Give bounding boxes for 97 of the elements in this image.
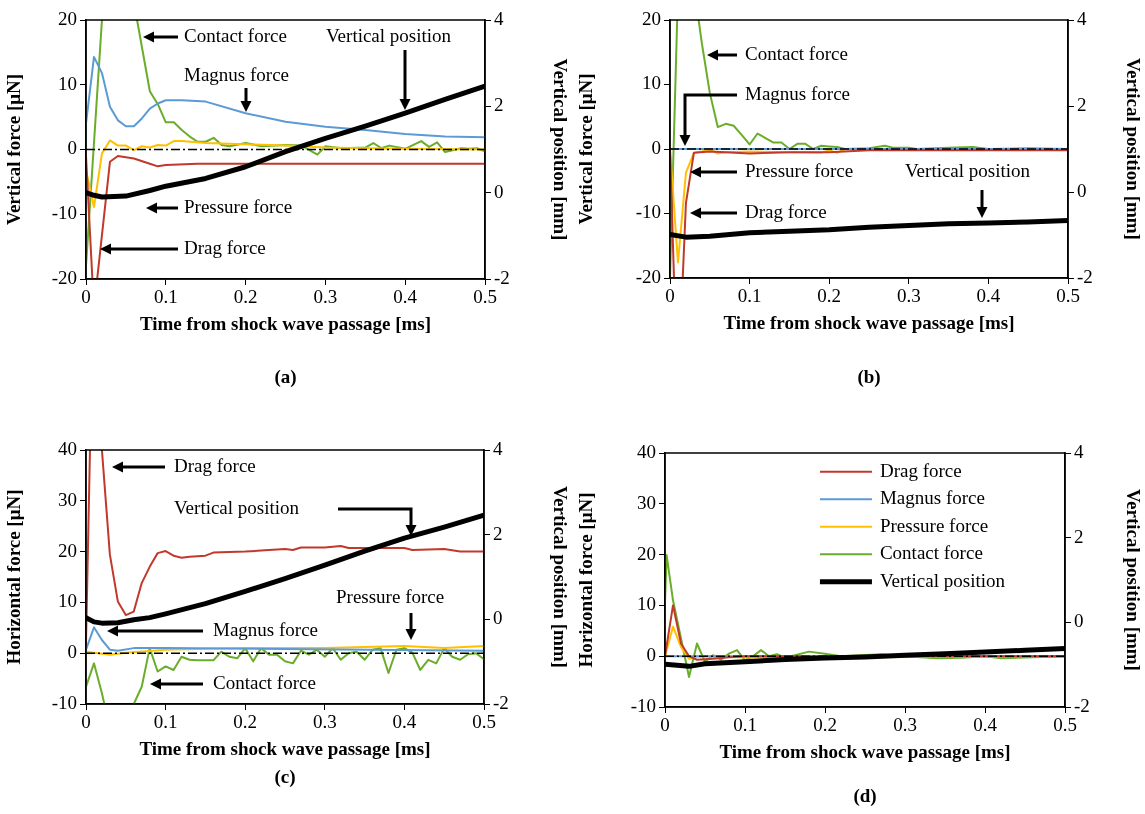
y-axis-title: Vertical force [μN]: [575, 73, 597, 225]
y2-tick-label: -2: [1074, 694, 1090, 716]
y2-axis-title: Vertical position [mm]: [549, 486, 571, 668]
x-axis-title: Time from shock wave passage [ms]: [723, 311, 1015, 333]
annotation: Vertical position: [326, 24, 452, 46]
legend-label: Contact force: [879, 542, 983, 564]
annotation: Pressure force: [745, 159, 854, 181]
y-tick-label: -20: [635, 265, 661, 287]
y-tick-label: 20: [642, 7, 661, 29]
x-tick-label: 0.4: [973, 714, 998, 736]
y-tick-label: 20: [58, 539, 77, 561]
x-tick-label: 0.1: [153, 711, 178, 733]
annotation: Magnus force: [184, 63, 289, 85]
x-tick-label: 0.2: [817, 285, 842, 307]
y-tick-label: 10: [58, 72, 77, 94]
legend-label: Vertical position: [879, 569, 1006, 591]
legend-label: Pressure force: [879, 514, 989, 536]
x-tick-label: 0.1: [733, 714, 757, 736]
x-tick-label: 0.3: [893, 714, 917, 736]
y-tick-label: -20: [51, 266, 77, 288]
y2-tick-label: 4: [493, 437, 503, 459]
y2-tick-label: -2: [1077, 265, 1093, 287]
y-tick-label: 20: [58, 7, 77, 29]
y2-tick-label: 0: [493, 607, 503, 629]
x-tick-label: 0.3: [312, 711, 337, 733]
y2-axis-title: Vertical position [mm]: [1122, 58, 1144, 240]
x-tick-label: 0.2: [813, 714, 837, 736]
y2-tick-label: -2: [494, 266, 510, 288]
y-axis-title: Horizontal force [μN]: [3, 489, 25, 665]
y-tick-label: 0: [67, 137, 77, 159]
x-tick-label: 0.5: [1056, 285, 1080, 307]
y-tick-label: -10: [51, 691, 77, 713]
annotation: Drag force: [184, 236, 266, 258]
y-tick-label: 20: [637, 542, 656, 564]
text: (a): [274, 365, 297, 388]
annotation: Vertical position: [905, 159, 1031, 181]
text: (b): [857, 365, 881, 388]
y-tick-label: 0: [646, 644, 656, 666]
x-tick-label: 0: [81, 711, 91, 733]
x-tick-label: 0.4: [393, 286, 418, 308]
x-axis-title: Time from shock wave passage [ms]: [139, 737, 431, 759]
y-tick-label: 10: [642, 72, 661, 94]
x-tick-label: 0.3: [896, 285, 921, 307]
y2-axis-title: Vertical position [mm]: [1122, 489, 1144, 671]
legend-label: Magnus force: [879, 487, 985, 509]
x-tick-label: 0.5: [472, 711, 496, 733]
y-tick-label: 30: [637, 491, 656, 513]
text: (c): [274, 765, 296, 788]
y2-axis-title: Vertical position [mm]: [549, 58, 571, 241]
annotation: Pressure force: [336, 585, 445, 607]
annotation: Contact force: [745, 42, 848, 64]
annotation: Drag force: [745, 200, 827, 222]
x-tick-label: 0.1: [153, 286, 178, 308]
x-tick-label: 0: [665, 285, 675, 307]
y2-tick-label: 0: [494, 180, 504, 202]
x-tick-label: 0.2: [233, 711, 258, 733]
x-tick-label: 0.3: [313, 286, 338, 308]
annotation: Drag force: [174, 454, 256, 476]
x-axis-title: Time from shock wave passage [ms]: [719, 740, 1011, 762]
x-tick-label: 0.1: [737, 285, 762, 307]
x-tick-label: 0.4: [976, 285, 1001, 307]
y2-tick-label: 2: [1074, 525, 1084, 547]
y-tick-label: 40: [637, 440, 656, 462]
text: (d): [853, 784, 877, 807]
y2-tick-label: 2: [493, 522, 503, 544]
x-tick-label: 0.5: [473, 286, 497, 308]
y2-tick-label: 2: [494, 94, 504, 116]
y-tick-label: -10: [630, 694, 656, 716]
y-tick-label: 30: [58, 488, 77, 510]
annotation: Vertical position: [174, 496, 300, 518]
y-tick-label: 40: [58, 437, 77, 459]
legend-label: Drag force: [879, 459, 962, 481]
y-tick-label: 10: [637, 593, 656, 615]
annotation: Contact force: [184, 24, 287, 46]
y-tick-label: -10: [635, 201, 661, 223]
y2-tick-label: -2: [493, 691, 509, 713]
annotation: Magnus force: [745, 82, 850, 104]
y2-tick-label: 4: [494, 7, 504, 29]
y2-tick-label: 2: [1077, 93, 1087, 115]
y-axis-title: Vertical force [μN]: [3, 73, 25, 226]
y-tick-label: 0: [67, 641, 77, 663]
y-axis-title: Horizontal force [μN]: [575, 492, 597, 668]
annotation: Pressure force: [184, 195, 293, 217]
y2-tick-label: 0: [1074, 610, 1084, 632]
y2-tick-label: 0: [1077, 179, 1087, 201]
y2-tick-label: 4: [1077, 7, 1087, 29]
x-tick-label: 0.4: [392, 711, 417, 733]
y-tick-label: 0: [651, 136, 661, 158]
y-tick-label: 10: [58, 590, 77, 612]
x-tick-label: 0.5: [1053, 714, 1077, 736]
annotation: Contact force: [213, 671, 316, 693]
y-tick-label: -10: [51, 202, 77, 224]
x-tick-label: 0.2: [233, 286, 258, 308]
annotation: Magnus force: [213, 618, 318, 640]
y2-tick-label: 4: [1074, 440, 1084, 462]
x-tick-label: 0: [81, 286, 91, 308]
x-axis-title: Time from shock wave passage [ms]: [139, 312, 432, 334]
